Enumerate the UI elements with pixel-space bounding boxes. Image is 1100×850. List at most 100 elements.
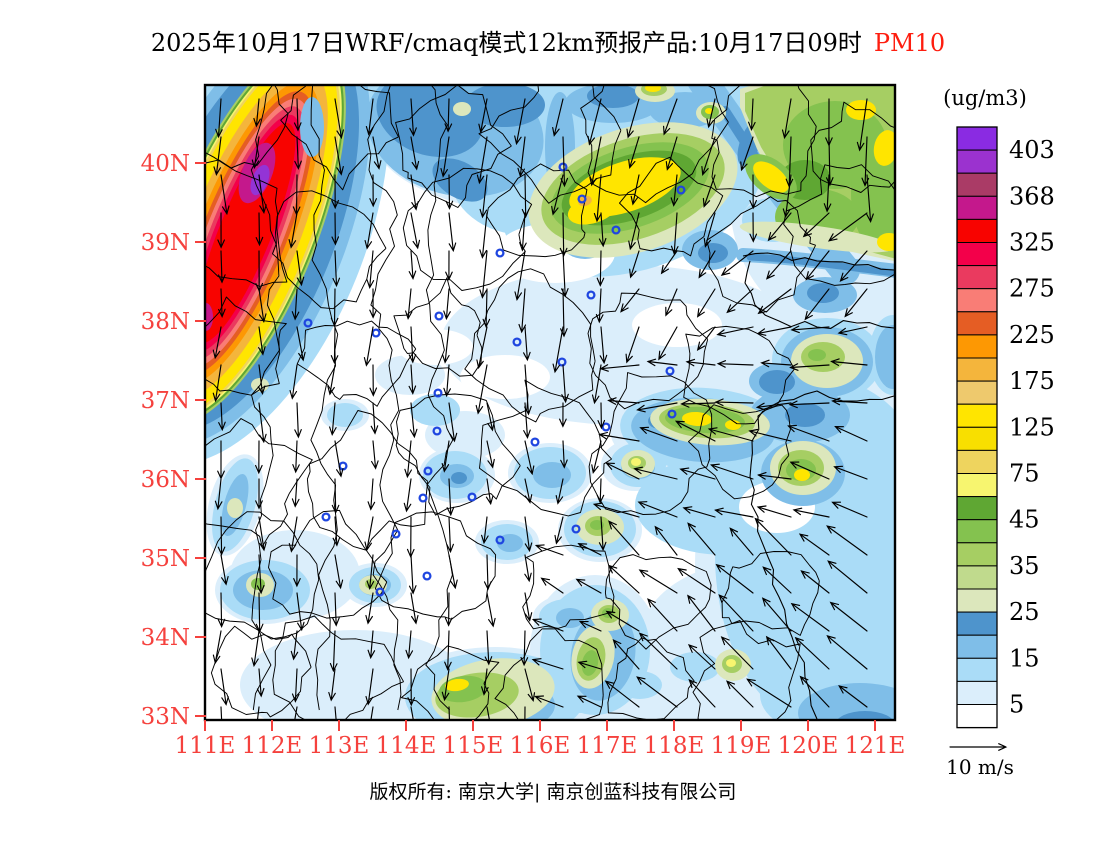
wind-arrow	[829, 601, 868, 632]
wind-arrow	[552, 98, 564, 137]
wind-arrow	[524, 554, 532, 583]
wind-arrow	[486, 706, 491, 720]
wind-arrow	[826, 634, 868, 670]
wind-arrow	[598, 516, 607, 552]
wind-arrow	[405, 288, 413, 321]
colorbar: 403 368 325 275 225 175 125 75 45 35 25 15 5	[956, 126, 1055, 729]
county-boundary	[721, 551, 820, 636]
wind-arrow	[292, 440, 300, 474]
colorbar-cell	[956, 288, 998, 313]
lon-tick-label: 114E	[376, 733, 437, 759]
wind-arrow	[523, 402, 531, 440]
wind-arrow	[757, 288, 792, 315]
wind-arrow	[220, 668, 229, 706]
pm10-contour	[753, 161, 789, 193]
wind-arrow	[212, 364, 222, 403]
pm10-contour	[759, 370, 795, 394]
wind-arrow	[598, 212, 607, 248]
wind-arrow	[605, 610, 640, 632]
wind-arrow	[291, 668, 300, 703]
wind-arrow	[833, 465, 868, 480]
wind-arrow	[363, 326, 374, 367]
pm10-contour	[376, 85, 484, 158]
wind-arrow	[800, 570, 830, 594]
wind-arrow	[552, 326, 564, 374]
wind-arrow	[289, 364, 298, 400]
wind-arrow	[481, 668, 489, 696]
wind-arrow	[334, 98, 344, 140]
colorbar-label: 275	[1009, 275, 1055, 303]
wind-arrow	[823, 174, 832, 213]
wind-arrow	[288, 516, 298, 553]
copyright-footer: 版权所有: 南京大学| 南京创蓝科技有限公司	[370, 781, 737, 803]
pm10-contour	[631, 458, 641, 466]
wind-arrow	[327, 364, 336, 396]
wind-arrow	[626, 98, 640, 139]
wind-arrow	[866, 174, 874, 224]
city-marker	[558, 162, 568, 172]
pm10-contour	[590, 520, 604, 530]
pm10-contour	[794, 469, 810, 481]
wind-arrow	[369, 288, 377, 319]
pm10-contour	[251, 578, 265, 590]
wind-arrow	[682, 506, 716, 518]
pm10-contour	[460, 299, 550, 351]
map-canvas	[203, 83, 897, 722]
wind-arrow	[660, 250, 678, 275]
wind-arrow	[403, 478, 412, 513]
wind-arrow	[514, 250, 526, 301]
wind-arrow	[782, 174, 792, 218]
wind-arrow	[844, 288, 868, 318]
wind-arrow	[628, 212, 640, 251]
county-boundary	[479, 379, 612, 517]
county-boundary	[604, 554, 712, 650]
wind-arrow	[334, 706, 337, 720]
colorbar-cell	[956, 657, 998, 682]
wind-arrow	[831, 397, 868, 406]
colorbar-label: 325	[1009, 229, 1055, 257]
wind-arrow	[444, 98, 453, 133]
wind-arrow	[370, 706, 374, 720]
wind-scale-arrow-icon	[949, 743, 1008, 751]
wind-arrow	[486, 440, 495, 469]
wind-arrow	[296, 250, 305, 287]
wind-arrow	[534, 695, 564, 708]
wind-arrow	[628, 136, 640, 169]
wind-arrow	[256, 668, 265, 698]
pm10-contour	[836, 711, 894, 720]
wind-arrow	[218, 288, 226, 319]
coastline	[744, 260, 895, 330]
wind-arrow	[524, 592, 533, 622]
wind-arrow	[790, 602, 830, 632]
wind-arrow	[486, 592, 496, 628]
wind-arrow	[629, 250, 640, 279]
wind-arrow	[329, 402, 337, 437]
wind-arrow	[798, 533, 830, 556]
city-marker	[434, 311, 444, 321]
wind-arrow	[767, 212, 792, 242]
wind-arrow	[765, 250, 792, 280]
wind-arrow	[531, 658, 564, 670]
wind-arrow	[636, 676, 678, 708]
wind-arrow	[258, 402, 267, 444]
wind-arrow	[825, 136, 834, 187]
wind-arrow	[561, 364, 569, 404]
pm10-contour	[445, 678, 469, 692]
province-boundary	[425, 85, 454, 711]
county-boundary	[374, 511, 497, 620]
wind-arrow	[598, 431, 640, 442]
wind-arrow	[445, 250, 453, 281]
wind-arrow	[587, 98, 602, 146]
wind-arrow	[665, 288, 678, 317]
province-boundary	[310, 85, 339, 711]
wind-arrow	[696, 288, 716, 318]
wind-arrow	[334, 136, 344, 176]
pm10-contour	[877, 233, 895, 251]
wind-arrow	[746, 678, 792, 708]
city-marker	[665, 366, 675, 376]
wind-arrow	[804, 288, 830, 321]
colorbar-cell	[956, 565, 998, 590]
wind-arrow	[755, 402, 792, 411]
wind-arrow	[591, 440, 602, 474]
pm10-contour	[327, 403, 363, 427]
